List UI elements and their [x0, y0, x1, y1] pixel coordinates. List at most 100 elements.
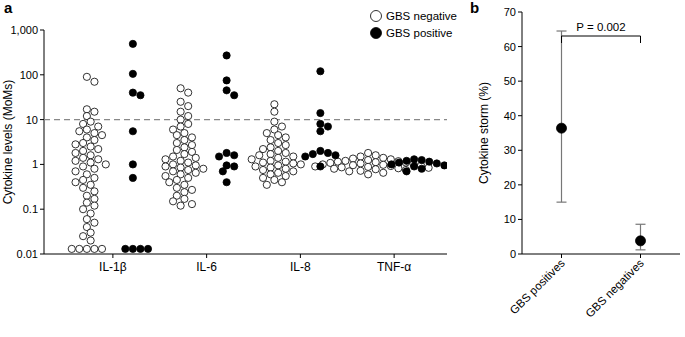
data-point [185, 103, 192, 110]
data-point [271, 108, 278, 115]
data-point [129, 40, 136, 47]
y-tick [40, 164, 44, 165]
x-tick-label: IL-1β [99, 260, 127, 274]
data-point [252, 163, 259, 170]
y-tick [40, 74, 44, 75]
data-point [342, 157, 349, 164]
data-point [122, 245, 129, 252]
data-point [68, 245, 75, 252]
data-point [177, 202, 184, 209]
y-tick [518, 12, 522, 13]
data-point [290, 168, 297, 175]
data-point [129, 128, 136, 135]
data-point [357, 160, 364, 167]
data-point [129, 161, 136, 168]
data-point [166, 179, 173, 186]
data-point [215, 153, 222, 160]
data-point [91, 129, 98, 136]
y-tick-label: 0.01 [17, 248, 38, 260]
data-point [169, 198, 176, 205]
data-point [357, 167, 364, 174]
data-point [79, 233, 86, 240]
data-point [181, 129, 188, 136]
data-point [256, 152, 263, 159]
y-tick [40, 30, 44, 31]
data-point [87, 229, 94, 236]
data-point [263, 181, 270, 188]
plot-area [44, 40, 447, 252]
data-point [388, 161, 395, 168]
panel-a: a0.010.11101001,000Cytokine levels (MoMs… [1, 0, 457, 274]
data-point [365, 171, 372, 178]
data-point [275, 154, 282, 161]
data-point [433, 160, 440, 167]
data-point [317, 128, 324, 135]
data-point [95, 145, 102, 152]
data-point [83, 216, 90, 223]
y-tick-label: 60 [504, 41, 516, 53]
annotation: P = 0.002 [576, 21, 625, 33]
data-point [275, 147, 282, 154]
y-tick [40, 254, 44, 255]
data-point [177, 85, 184, 92]
data-point [79, 184, 86, 191]
data-point [185, 174, 192, 181]
data-point [177, 123, 184, 130]
data-point [188, 200, 195, 207]
data-point [267, 144, 274, 151]
data-point [169, 161, 176, 168]
data-point [185, 159, 192, 166]
data-point [297, 161, 304, 168]
data-point [411, 163, 418, 170]
data-point [91, 202, 98, 209]
data-point [267, 136, 274, 143]
data-point [372, 166, 379, 173]
data-point [185, 112, 192, 119]
data-point [79, 147, 86, 154]
data-point [91, 195, 98, 202]
data-point [181, 181, 188, 188]
data-point [317, 163, 324, 170]
data-point [403, 168, 410, 175]
data-point [263, 129, 270, 136]
x-tick [394, 254, 395, 258]
data-point [79, 206, 86, 213]
data-point [181, 150, 188, 157]
plot-area [557, 31, 646, 250]
error-cap-low [557, 202, 567, 203]
data-point [331, 165, 338, 172]
data-point [278, 179, 285, 186]
panel-b: b010203040506070Cytokine storm (%)GBS po… [470, 0, 680, 320]
data-point [91, 136, 98, 143]
data-point [346, 168, 353, 175]
data-point [169, 153, 176, 160]
data-point [219, 168, 226, 175]
data-point [76, 245, 83, 252]
data-point [192, 169, 199, 176]
data-point [324, 149, 331, 156]
y-tick-label: 0 [510, 248, 516, 260]
data-point [129, 89, 136, 96]
data-point [267, 150, 274, 157]
x-axis-line [522, 254, 680, 255]
legend-label: GBS negative [386, 10, 457, 22]
data-point [271, 101, 278, 108]
data-point [275, 139, 282, 146]
data-point [185, 166, 192, 173]
data-point [177, 98, 184, 105]
data-point [137, 245, 144, 252]
data-point [192, 154, 199, 161]
data-point [395, 159, 402, 166]
data-point [192, 162, 199, 169]
data-point [87, 181, 94, 188]
y-tick [518, 150, 522, 151]
y-axis-line [44, 30, 45, 254]
data-point [87, 143, 94, 150]
y-tick-label: 10 [26, 114, 38, 126]
data-point [144, 245, 151, 252]
data-point [282, 141, 289, 148]
data-point [365, 149, 372, 156]
data-point [302, 153, 309, 160]
x-tick-label: IL-8 [290, 260, 311, 274]
x-tick-label: TNF-α [377, 260, 411, 274]
